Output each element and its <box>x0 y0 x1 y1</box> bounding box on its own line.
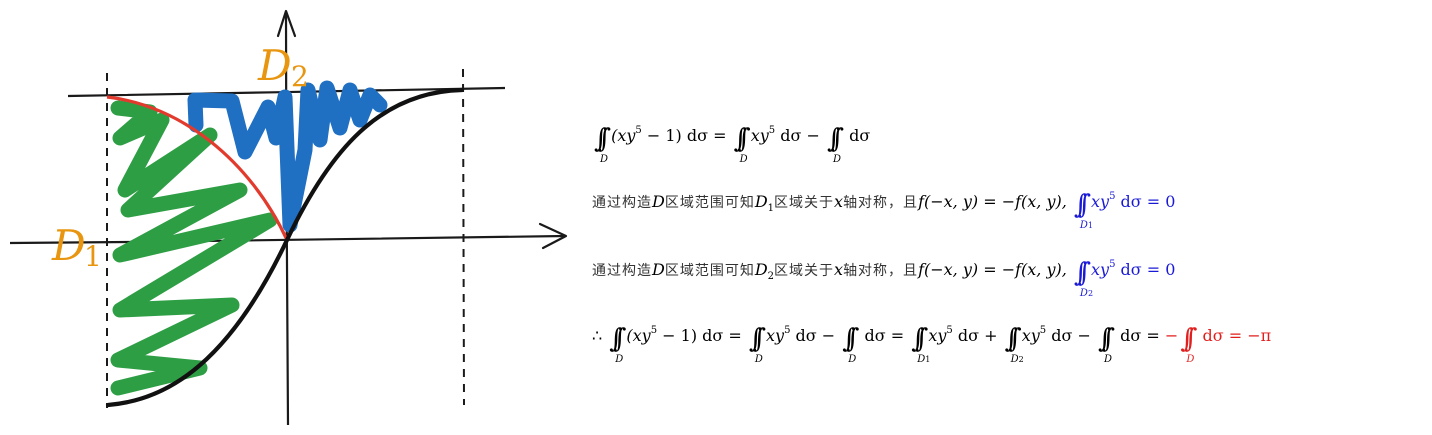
x-axis-arrowhead <box>538 222 568 250</box>
curve-y-equals-f <box>105 87 465 408</box>
double-integral: ∫∫ D <box>594 124 611 165</box>
d1-label: D <box>51 221 86 270</box>
symmetry-note-d2: 通过构造D区域范围可知D2区域关于x轴对称，且f(−x, y) = −f(x, … <box>592 258 1176 299</box>
d2-label-sub: 2 <box>291 60 309 93</box>
d1-region-fill <box>110 100 278 396</box>
d2-region-fill <box>187 80 388 233</box>
circle-arc <box>106 95 289 241</box>
y-axis-arrowhead <box>276 9 297 38</box>
x-axis <box>9 234 566 245</box>
region-sketch: D 1 D 2 <box>9 9 568 426</box>
right-dashed-line <box>462 68 465 406</box>
d2-label: D <box>257 41 292 90</box>
d2-integral-zero: ∫∫ D2 xy5 dσ = 0 <box>1073 258 1176 299</box>
double-integral: ∫∫ D <box>733 124 751 165</box>
double-integral: ∫∫ D <box>827 124 844 165</box>
symmetry-note-d1: 通过构造D区域范围可知D1区域关于x轴对称，且f(−x, y) = −f(x, … <box>592 190 1176 231</box>
d1-integral-zero: ∫∫ D1 xy5 dσ = 0 <box>1073 190 1176 231</box>
d1-label-sub: 1 <box>84 240 102 273</box>
final-result: −∫∫ D dσ = −π <box>1164 324 1272 365</box>
